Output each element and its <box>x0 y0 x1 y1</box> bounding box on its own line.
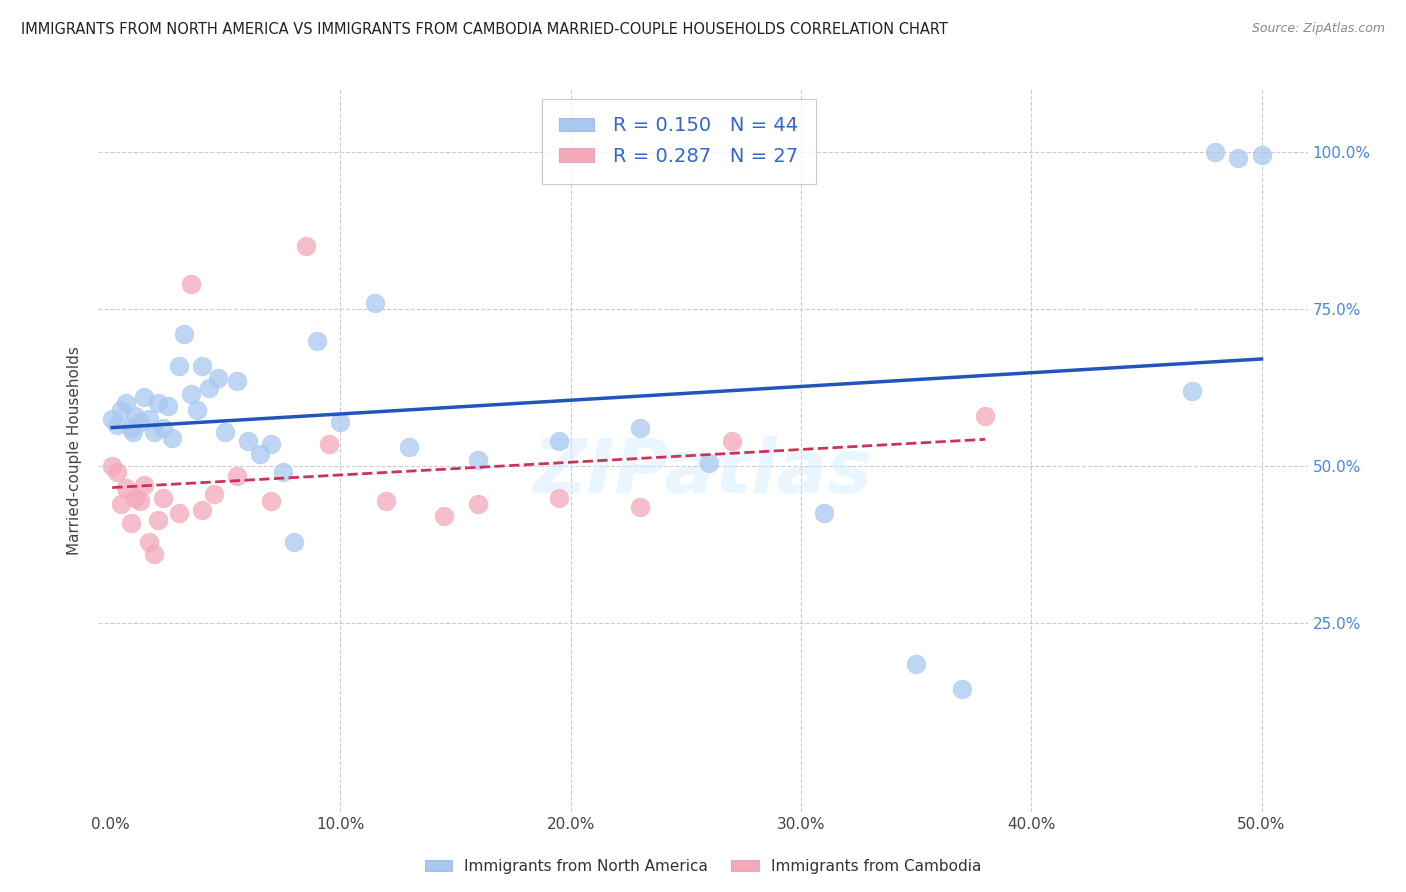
Immigrants from North America <box>1204 145 1226 159</box>
Legend: R = 0.150   N = 44, R = 0.287   N = 27: R = 0.150 N = 44, R = 0.287 N = 27 <box>541 99 815 184</box>
Immigrants from North America <box>905 657 928 671</box>
Immigrants from Cambodia <box>167 506 190 520</box>
Immigrants from Cambodia <box>124 491 146 505</box>
Immigrants from Cambodia <box>318 437 340 451</box>
Immigrants from North America <box>148 396 170 410</box>
Immigrants from North America <box>398 440 420 454</box>
Immigrants from North America <box>813 506 835 520</box>
Immigrants from North America <box>191 359 214 373</box>
Immigrants from Cambodia <box>628 500 651 514</box>
Immigrants from North America <box>167 359 190 373</box>
Immigrants from North America <box>138 412 160 426</box>
Immigrants from Cambodia <box>191 503 214 517</box>
Immigrants from Cambodia <box>467 497 489 511</box>
Immigrants from North America <box>186 402 208 417</box>
Immigrants from Cambodia <box>115 481 138 495</box>
Immigrants from Cambodia <box>128 493 150 508</box>
Immigrants from North America <box>329 415 352 429</box>
Immigrants from North America <box>1181 384 1204 398</box>
Immigrants from North America <box>697 456 720 470</box>
Immigrants from Cambodia <box>294 239 316 253</box>
Legend: Immigrants from North America, Immigrants from Cambodia: Immigrants from North America, Immigrant… <box>419 853 987 880</box>
Immigrants from Cambodia <box>202 487 225 501</box>
Immigrants from Cambodia <box>110 497 132 511</box>
Immigrants from North America <box>180 387 202 401</box>
Immigrants from North America <box>124 409 146 423</box>
Immigrants from Cambodia <box>548 491 571 505</box>
Immigrants from North America <box>283 534 305 549</box>
Y-axis label: Married-couple Households: Married-couple Households <box>67 346 83 555</box>
Immigrants from North America <box>214 425 236 439</box>
Text: Source: ZipAtlas.com: Source: ZipAtlas.com <box>1251 22 1385 36</box>
Immigrants from North America <box>236 434 259 448</box>
Immigrants from North America <box>142 425 165 439</box>
Text: ZIPatlas: ZIPatlas <box>533 435 873 508</box>
Immigrants from North America <box>115 396 138 410</box>
Immigrants from Cambodia <box>138 534 160 549</box>
Immigrants from Cambodia <box>260 493 283 508</box>
Immigrants from North America <box>160 431 183 445</box>
Immigrants from North America <box>467 453 489 467</box>
Immigrants from Cambodia <box>375 493 398 508</box>
Immigrants from North America <box>173 327 195 342</box>
Immigrants from Cambodia <box>134 478 156 492</box>
Immigrants from North America <box>628 421 651 435</box>
Immigrants from North America <box>307 334 329 348</box>
Immigrants from North America <box>271 466 294 480</box>
Immigrants from Cambodia <box>101 459 124 474</box>
Immigrants from Cambodia <box>142 547 165 561</box>
Immigrants from North America <box>1227 151 1250 165</box>
Immigrants from Cambodia <box>152 491 174 505</box>
Text: IMMIGRANTS FROM NORTH AMERICA VS IMMIGRANTS FROM CAMBODIA MARRIED-COUPLE HOUSEHO: IMMIGRANTS FROM NORTH AMERICA VS IMMIGRA… <box>21 22 948 37</box>
Immigrants from North America <box>120 421 142 435</box>
Immigrants from North America <box>225 375 247 389</box>
Immigrants from Cambodia <box>105 466 128 480</box>
Immigrants from North America <box>105 418 128 433</box>
Immigrants from North America <box>950 682 973 697</box>
Immigrants from North America <box>134 390 156 404</box>
Immigrants from North America <box>548 434 571 448</box>
Immigrants from Cambodia <box>720 434 742 448</box>
Immigrants from Cambodia <box>433 509 456 524</box>
Immigrants from North America <box>364 295 387 310</box>
Immigrants from North America <box>249 447 271 461</box>
Immigrants from Cambodia <box>225 468 247 483</box>
Immigrants from North America <box>101 412 124 426</box>
Immigrants from North America <box>207 371 229 385</box>
Immigrants from Cambodia <box>148 512 170 526</box>
Immigrants from Cambodia <box>120 516 142 530</box>
Immigrants from Cambodia <box>180 277 202 291</box>
Immigrants from North America <box>128 415 150 429</box>
Immigrants from North America <box>156 400 179 414</box>
Immigrants from North America <box>122 425 145 439</box>
Immigrants from North America <box>152 421 174 435</box>
Immigrants from Cambodia <box>974 409 997 423</box>
Immigrants from North America <box>1250 148 1272 162</box>
Immigrants from North America <box>260 437 283 451</box>
Immigrants from North America <box>110 402 132 417</box>
Immigrants from North America <box>198 381 221 395</box>
